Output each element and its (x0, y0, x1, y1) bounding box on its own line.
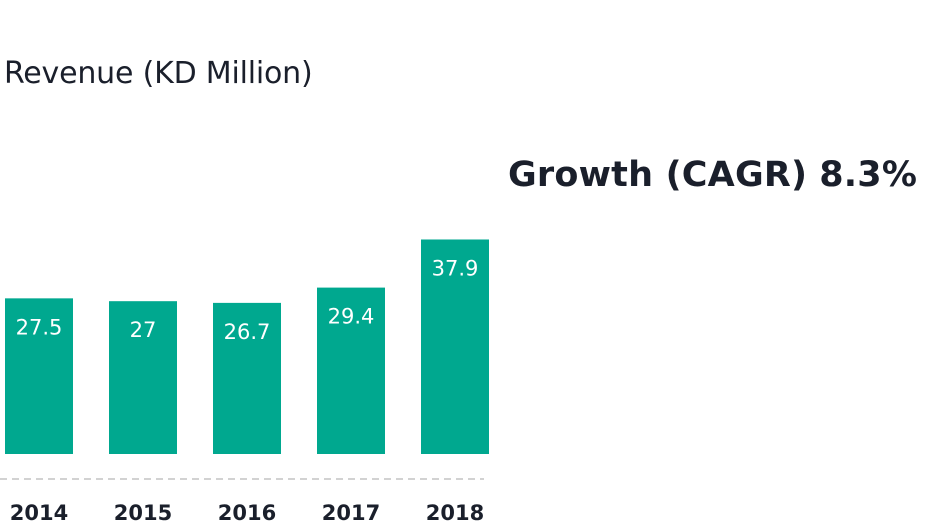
bar-value-label-2014: 27.5 (16, 315, 63, 339)
growth-callout: Growth (CAGR) 8.3% (508, 155, 917, 195)
bar-2014 (5, 298, 73, 454)
bar-2015 (109, 301, 177, 454)
bar-2017 (317, 287, 385, 454)
x-tick-label-2017: 2017 (322, 501, 380, 525)
chart-title: Revenue (KD Million) (4, 56, 313, 91)
x-tick-label-2014: 2014 (10, 501, 68, 525)
growth-value: 8.3% (819, 155, 918, 195)
bar-value-label-2015: 27 (130, 318, 157, 342)
bar-value-label-2016: 26.7 (224, 320, 271, 344)
x-tick-label-2016: 2016 (218, 501, 276, 525)
growth-label: Growth (CAGR) (508, 155, 808, 195)
x-tick-label-2015: 2015 (114, 501, 172, 525)
bar-value-label-2017: 29.4 (328, 305, 375, 329)
bar-value-label-2018: 37.9 (432, 256, 479, 280)
bar-2018 (421, 239, 489, 454)
bar-2016 (213, 302, 281, 454)
x-tick-label-2018: 2018 (426, 501, 484, 525)
